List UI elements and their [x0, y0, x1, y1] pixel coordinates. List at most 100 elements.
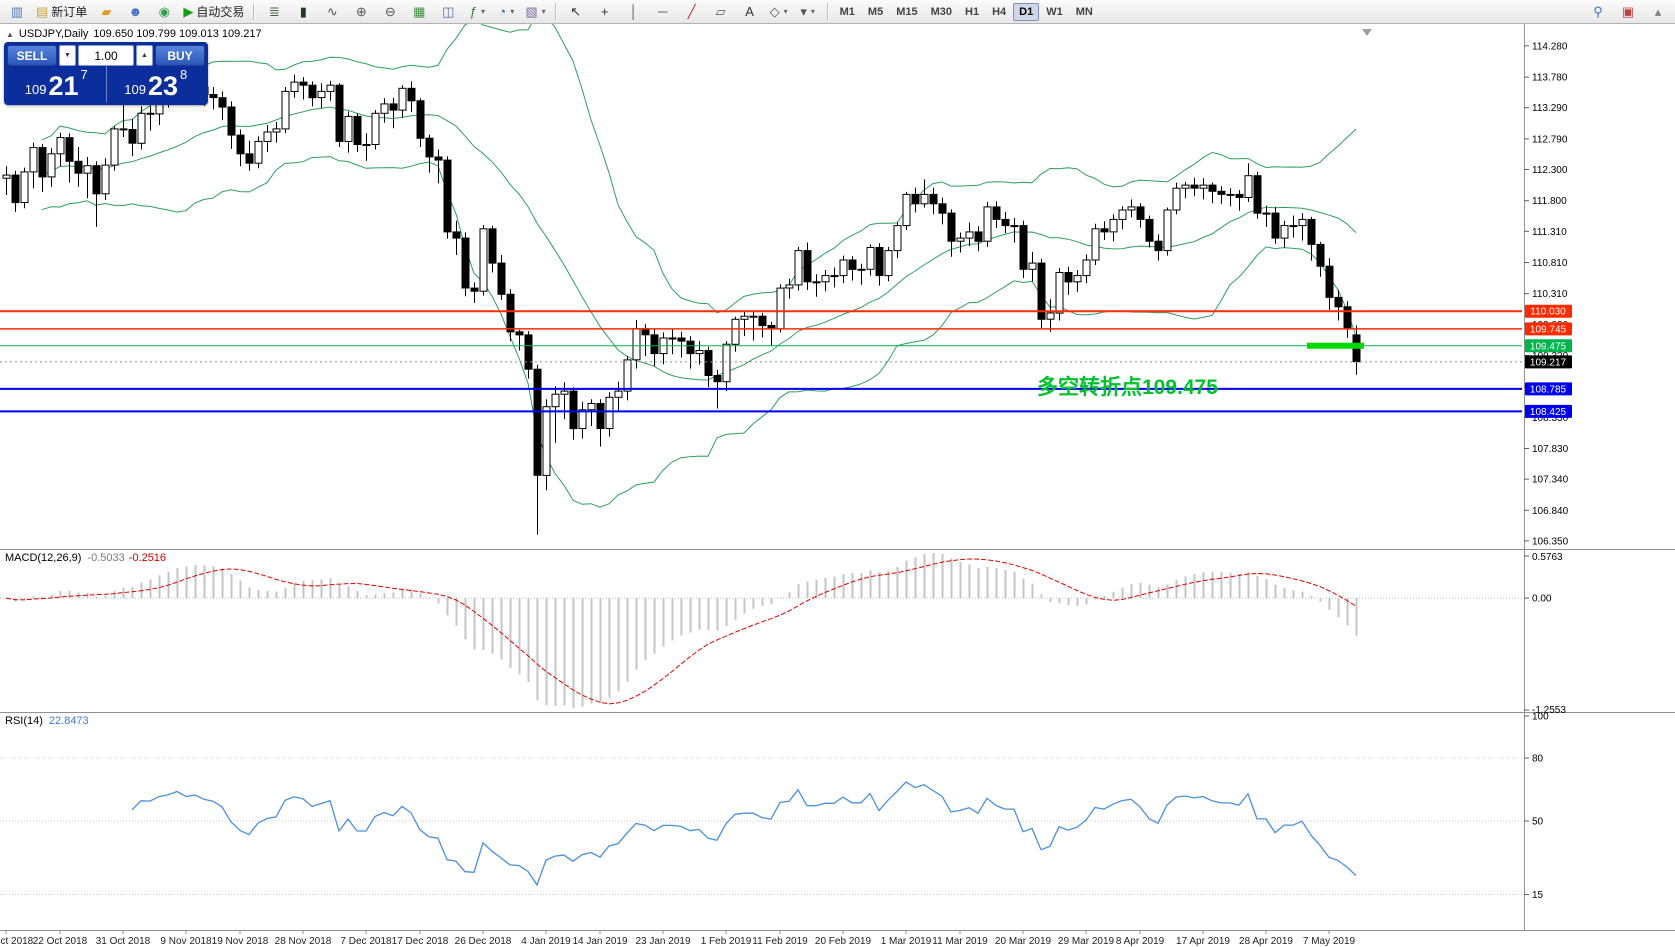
- timeframe-d1[interactable]: D1: [1013, 2, 1040, 21]
- auto-arrange-button[interactable]: ▦: [405, 1, 433, 23]
- svg-text:0.5763: 0.5763: [1532, 552, 1563, 563]
- svg-text:17 Apr 2019: 17 Apr 2019: [1176, 936, 1230, 947]
- timeframe-m5[interactable]: M5: [867, 5, 884, 18]
- toolbar-right-group: ⚲ ▣ ▴: [1584, 1, 1672, 23]
- svg-text:108.425: 108.425: [1530, 407, 1567, 418]
- svg-text:80: 80: [1532, 754, 1544, 765]
- volume-increase-button[interactable]: ▲: [136, 45, 153, 66]
- candlestick-button[interactable]: ▮: [289, 1, 317, 23]
- vertical-line-icon: │: [629, 4, 638, 19]
- timeframe-w1[interactable]: W1: [1046, 5, 1063, 18]
- text-icon: A: [745, 4, 754, 19]
- svg-text:110.030: 110.030: [1530, 307, 1566, 318]
- sell-button[interactable]: SELL: [7, 45, 57, 66]
- zoom-in-button[interactable]: ⊕: [347, 1, 375, 23]
- templates-button[interactable]: ▧ ▾: [521, 1, 549, 23]
- new-chart-icon: ▥: [10, 4, 24, 19]
- community-button[interactable]: ☻: [121, 1, 149, 23]
- svg-text:28 Nov 2018: 28 Nov 2018: [275, 936, 332, 947]
- price-chart[interactable]: 114.280 113.780 113.290 112.790 112.300 111.8…: [0, 24, 1675, 947]
- svg-text:12 Oct 2018: 12 Oct 2018: [0, 936, 34, 947]
- tile-windows-icon: ◫: [442, 4, 455, 19]
- macd-indicator-label: MACD(12,26,9) -0.5033 -0.2516: [5, 552, 167, 564]
- candlesticks: [2, 72, 1361, 535]
- timeframe-h1[interactable]: H1: [965, 5, 980, 18]
- timeframe-h4[interactable]: H4: [992, 5, 1007, 18]
- chart-shift-marker[interactable]: [1362, 29, 1372, 36]
- zoom-out-button[interactable]: ⊖: [376, 1, 404, 23]
- autotrading-button[interactable]: ▶ 自动交易: [179, 1, 248, 23]
- volume-input[interactable]: 1.00: [78, 45, 134, 66]
- svg-text:29 Mar 2019: 29 Mar 2019: [1058, 936, 1115, 947]
- timeframe-m30[interactable]: M30: [930, 5, 953, 18]
- channel-button[interactable]: ▱: [707, 1, 735, 23]
- svg-text:0.00: 0.00: [1532, 594, 1552, 605]
- text-button[interactable]: A: [736, 1, 764, 23]
- trendline-icon: ╱: [687, 4, 696, 19]
- symbol-name: USDJPY,Daily: [18, 28, 89, 40]
- svg-text:20 Mar 2019: 20 Mar 2019: [995, 936, 1052, 947]
- symbol-ohlc: 109.650 109.799 109.013 109.217: [93, 28, 262, 40]
- one-click-trading-panel: SELL ▼ 1.00 ▲ BUY 109 21 7 109 23 8: [4, 42, 208, 105]
- svg-text:109.475: 109.475: [1530, 341, 1567, 352]
- cursor-button[interactable]: ↖: [562, 1, 590, 23]
- price-scale[interactable]: 114.280 113.780 113.290 112.790 112.300 111.8…: [1524, 41, 1572, 547]
- data-window-button[interactable]: ◉: [150, 1, 178, 23]
- svg-text:26 Dec 2018: 26 Dec 2018: [455, 936, 512, 947]
- bid-price: 109 21 7: [7, 66, 107, 102]
- new-order-button[interactable]: ▤ 新订单: [32, 1, 91, 23]
- bar-chart-button[interactable]: ≣: [260, 1, 288, 23]
- price-tag-110.030: [1525, 304, 1572, 318]
- chevron-down-icon: ▾: [810, 7, 815, 16]
- arrows-button[interactable]: ▾ ▾: [794, 1, 822, 23]
- new-chart-button[interactable]: ▥: [3, 1, 31, 23]
- svg-text:106.350: 106.350: [1532, 536, 1569, 547]
- periods-icon: ◔: [498, 4, 507, 19]
- svg-text:20 Feb 2019: 20 Feb 2019: [815, 936, 872, 947]
- history-center-button[interactable]: ▰: [92, 1, 120, 23]
- svg-text:7 May 2019: 7 May 2019: [1303, 936, 1356, 947]
- toolbar-separator: [826, 3, 829, 20]
- price-tag-108.425: [1525, 404, 1572, 418]
- price-tag-108.785: [1525, 382, 1572, 396]
- vertical-line-button[interactable]: │: [620, 1, 648, 23]
- svg-text:19 Nov 2018: 19 Nov 2018: [212, 936, 269, 947]
- line-chart-icon: ∿: [326, 4, 338, 19]
- buy-button[interactable]: BUY: [155, 45, 205, 66]
- volume-decrease-button[interactable]: ▼: [59, 45, 76, 66]
- trendline-button[interactable]: ╱: [678, 1, 706, 23]
- cursor-icon: ↖: [570, 4, 582, 19]
- search-icon: ⚲: [1593, 4, 1603, 19]
- svg-text:108.785: 108.785: [1530, 384, 1567, 395]
- toolbar-separator: [554, 3, 557, 20]
- periods-button[interactable]: ◔ ▾: [492, 1, 520, 23]
- indicators-button[interactable]: ƒ ▾: [463, 1, 491, 23]
- shapes-button[interactable]: ◇ ▾: [765, 1, 793, 23]
- svg-text:112.790: 112.790: [1532, 134, 1568, 145]
- svg-text:107.830: 107.830: [1532, 444, 1569, 455]
- chart-window: 114.280 113.780 113.290 112.790 112.300 111.8…: [0, 24, 1675, 947]
- crosshair-button[interactable]: +: [591, 1, 619, 23]
- chart-annotation-text[interactable]: 多空转折点109.475: [1037, 376, 1218, 399]
- svg-text:-1.2553: -1.2553: [1532, 705, 1566, 716]
- timeframe-m15[interactable]: M15: [896, 5, 918, 18]
- symbol-label: ▲ USDJPY,Daily 109.650 109.799 109.013 1…: [6, 28, 262, 40]
- docking-button[interactable]: ▣: [1614, 1, 1642, 23]
- svg-text:109.745: 109.745: [1530, 324, 1567, 335]
- price-tag-109.217: [1525, 355, 1572, 369]
- svg-text:22 Oct 2018: 22 Oct 2018: [33, 936, 88, 947]
- svg-text:8 Apr 2019: 8 Apr 2019: [1116, 936, 1165, 947]
- chevron-down-icon: ▾: [783, 7, 788, 16]
- line-chart-button[interactable]: ∿: [318, 1, 346, 23]
- search-button[interactable]: ⚲: [1584, 1, 1612, 23]
- scroll-up-button[interactable]: ▴: [1644, 1, 1672, 23]
- data-window-icon: ◉: [158, 4, 170, 19]
- horizontal-line-button[interactable]: ─: [649, 1, 677, 23]
- svg-text:14 Jan 2019: 14 Jan 2019: [572, 936, 627, 947]
- tile-windows-button[interactable]: ◫: [434, 1, 462, 23]
- timeframe-mn[interactable]: MN: [1075, 5, 1093, 18]
- svg-text:4 Jan 2019: 4 Jan 2019: [521, 936, 571, 947]
- timeframe-m1[interactable]: M1: [839, 5, 855, 18]
- svg-text:17 Dec 2018: 17 Dec 2018: [392, 936, 449, 947]
